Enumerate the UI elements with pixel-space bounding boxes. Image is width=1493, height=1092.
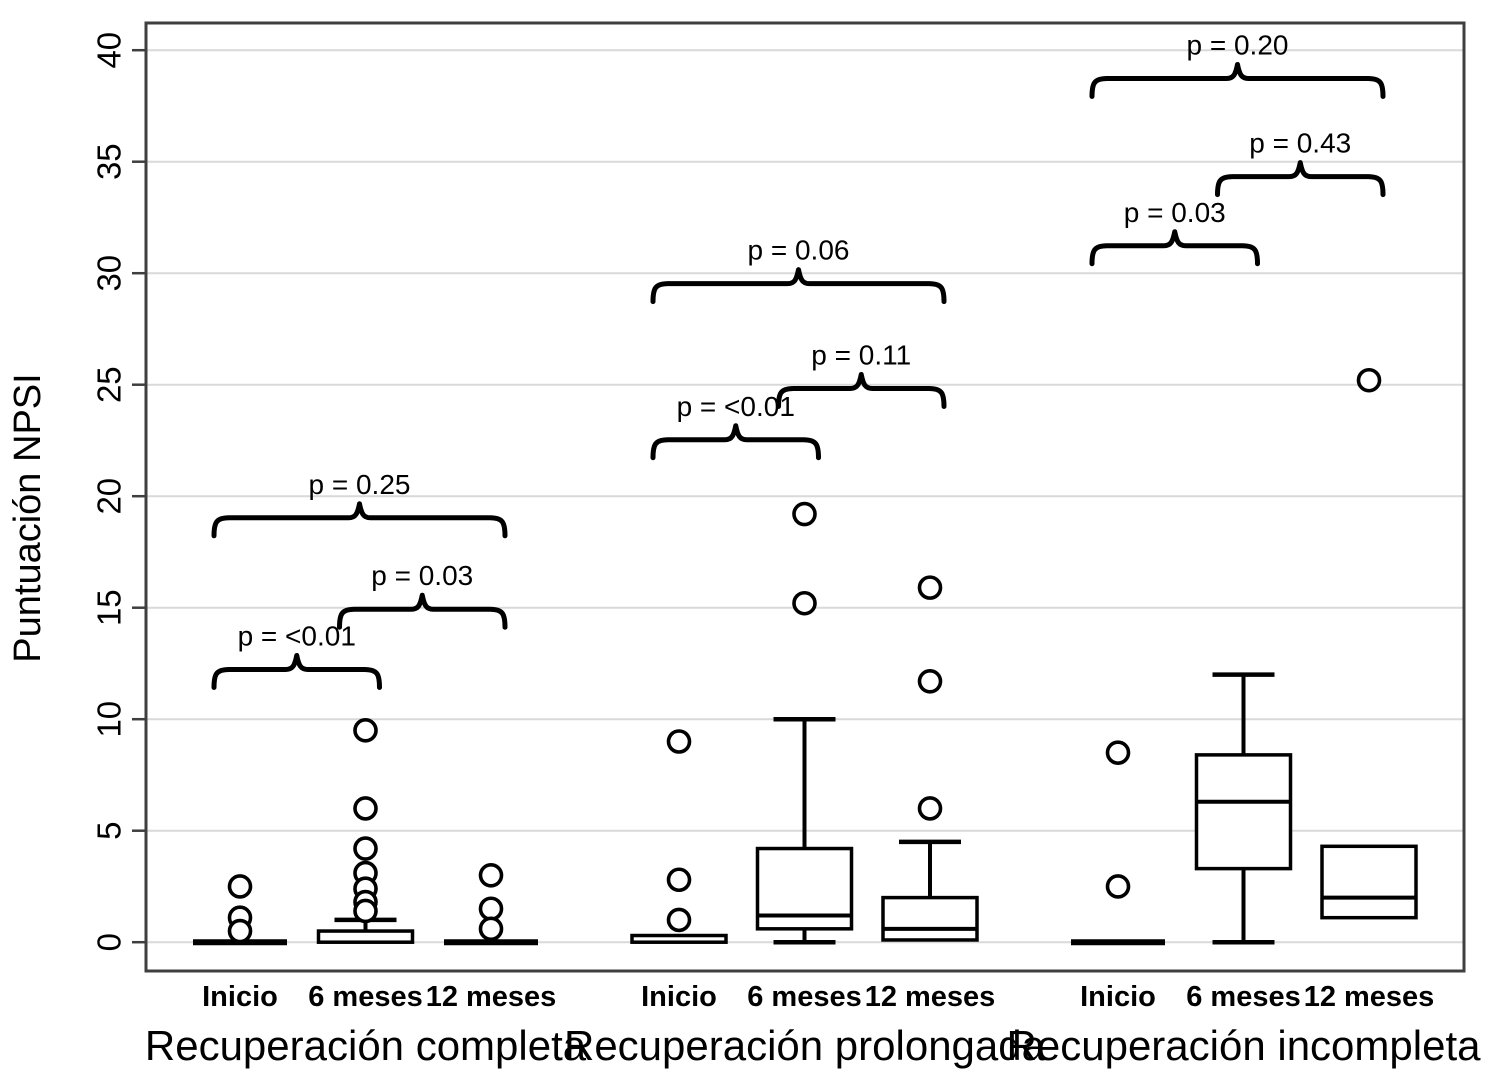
comparison-bracket xyxy=(650,267,947,305)
comparison-bracket xyxy=(1089,62,1386,99)
outlier-point xyxy=(353,718,378,743)
outlier-point xyxy=(353,796,378,821)
y-tick-label: 40 xyxy=(91,32,128,69)
outlier-point xyxy=(1356,367,1382,393)
outlier-point xyxy=(353,898,378,924)
comparison-bracket xyxy=(776,371,947,409)
outlier-point xyxy=(792,590,817,616)
p-value-label: p = 0.11 xyxy=(811,339,911,370)
timepoint-label: Inicio xyxy=(641,981,717,1013)
comparison-bracket xyxy=(1215,160,1386,198)
outlier-point xyxy=(1105,740,1131,765)
boxplot-box xyxy=(630,933,728,944)
boxplot-box xyxy=(1194,753,1293,871)
p-value-label: p = 0.25 xyxy=(309,469,411,500)
timepoint-label: 6 meses xyxy=(747,981,862,1013)
timepoint-label: 12 meses xyxy=(426,981,557,1013)
group-label: Recuperación prolongada xyxy=(564,1022,1046,1069)
timepoint-label: 12 meses xyxy=(865,981,996,1013)
y-tick-label: 30 xyxy=(91,255,128,292)
outlier-point xyxy=(1105,874,1131,899)
p-value-label: p = 0.03 xyxy=(1124,197,1226,228)
y-axis-title: Puntuación NPSI xyxy=(7,373,49,662)
p-value-label: p = 0.06 xyxy=(748,235,850,266)
y-tick-label: 10 xyxy=(91,701,128,738)
p-value-label: p = <0.01 xyxy=(677,391,795,422)
group-label: Recuperación incompleta xyxy=(1007,1022,1482,1069)
outlier-point xyxy=(478,862,504,888)
y-tick-label: 25 xyxy=(91,366,128,403)
p-value-label: p = 0.43 xyxy=(1249,128,1351,159)
outlier-point xyxy=(666,907,692,933)
y-tick-label: 20 xyxy=(91,478,128,515)
comparison-bracket xyxy=(211,652,382,690)
p-value-label: p = <0.01 xyxy=(238,620,356,651)
y-tick-label: 15 xyxy=(91,589,128,626)
y-tick-label: 5 xyxy=(91,822,128,840)
p-value-label: p = 0.20 xyxy=(1187,30,1289,61)
timepoint-label: 6 meses xyxy=(1186,981,1301,1013)
outlier-point xyxy=(478,896,504,922)
boxplot-box xyxy=(316,929,415,944)
timepoint-label: Inicio xyxy=(202,981,278,1013)
outlier-point xyxy=(917,575,943,600)
outlier-point xyxy=(792,501,817,527)
comparison-bracket xyxy=(211,501,508,539)
outlier-point xyxy=(666,867,692,893)
group-label: Recuperación completa xyxy=(145,1022,587,1069)
comparison-bracket xyxy=(650,423,821,461)
outlier-point xyxy=(227,874,253,899)
outlier-point xyxy=(917,796,943,821)
comparison-bracket xyxy=(1089,229,1260,267)
timepoint-label: Inicio xyxy=(1080,981,1156,1013)
outlier-point xyxy=(917,668,943,694)
boxplot-box xyxy=(1320,844,1418,920)
timepoint-label: 12 meses xyxy=(1304,981,1435,1013)
plot-border xyxy=(144,21,1466,973)
boxplot-box xyxy=(881,895,979,942)
outlier-point xyxy=(666,729,692,754)
outlier-point xyxy=(478,916,504,942)
y-tick-label: 0 xyxy=(91,933,128,951)
outlier-point xyxy=(353,836,378,861)
p-value-label: p = 0.03 xyxy=(371,560,473,591)
comparison-bracket xyxy=(337,592,508,630)
timepoint-label: 6 meses xyxy=(308,981,423,1013)
outlier-point xyxy=(227,918,253,944)
y-tick-label: 35 xyxy=(91,143,128,180)
